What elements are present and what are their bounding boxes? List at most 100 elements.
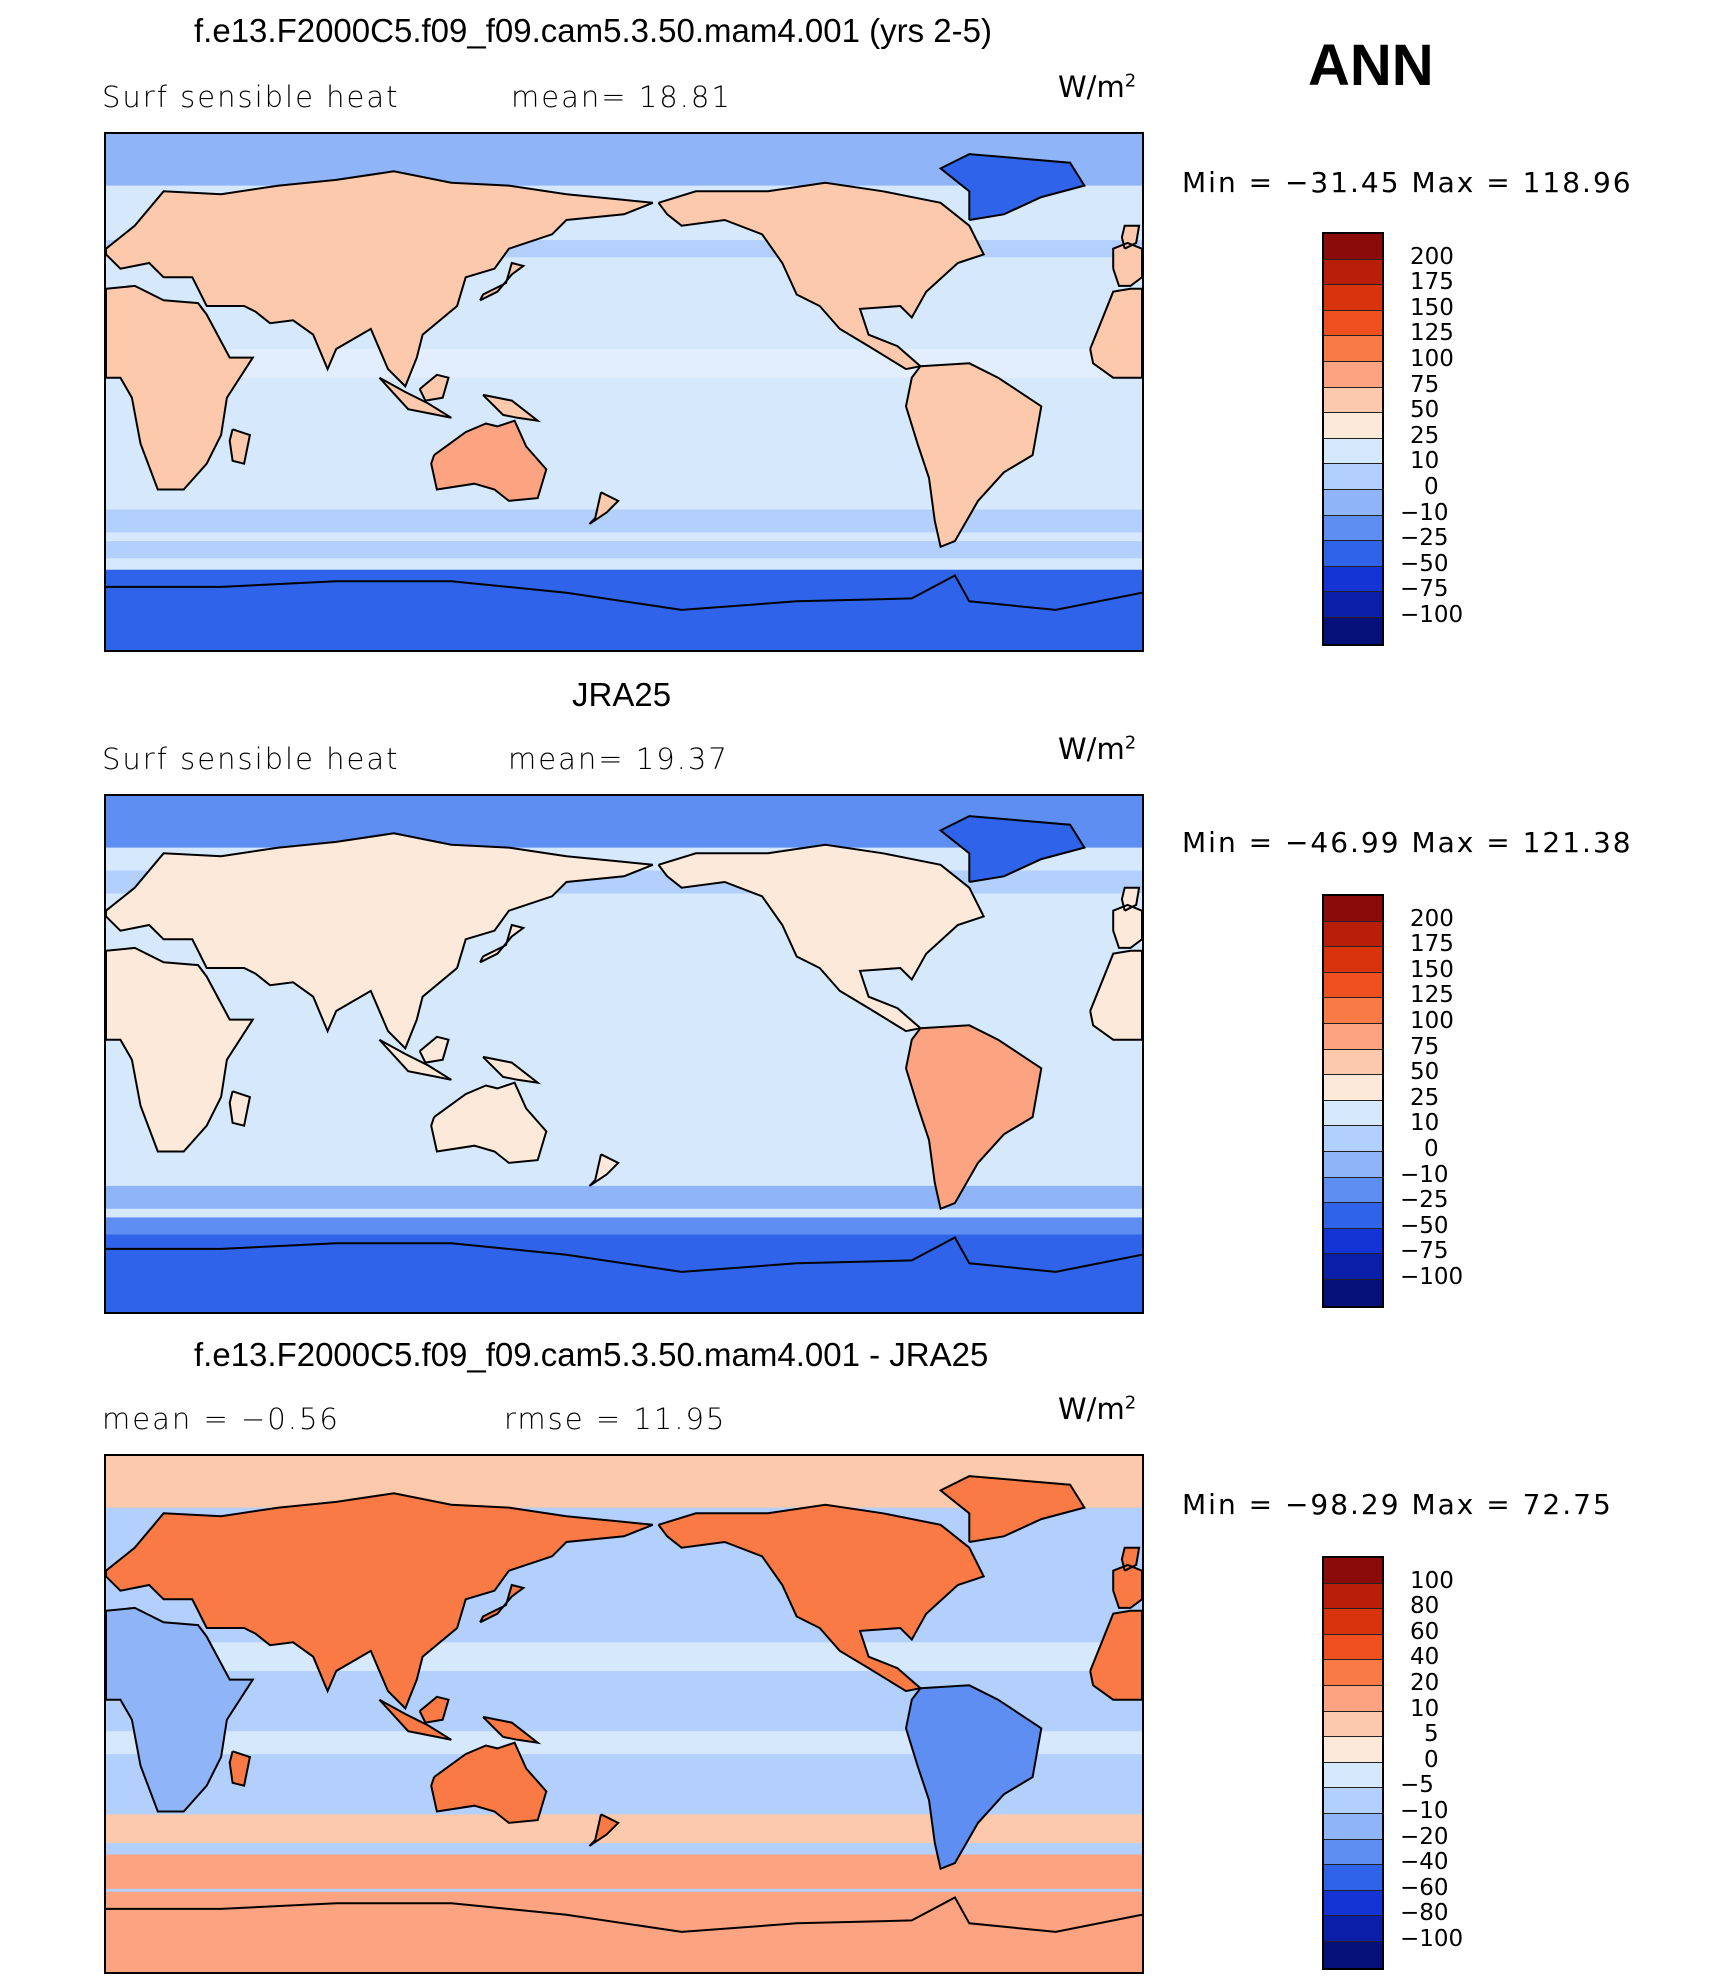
colorbar-swatch: [1324, 1660, 1382, 1686]
land-fill-antarctica: [106, 1897, 1142, 1972]
land-fill-eurasia: [106, 171, 653, 387]
coastline-australia: [430, 1081, 548, 1164]
coastline-madagascar: [228, 1750, 252, 1787]
colorbar-tick-label: 200: [1410, 905, 1454, 932]
land-fill-australia: [431, 1082, 547, 1163]
coastline-borneo: [418, 1035, 450, 1064]
colorbar-tick-label: −60: [1400, 1874, 1449, 1901]
colorbar-tick-label: 150: [1410, 294, 1454, 321]
rmse-label: rmse = 11.95: [504, 1402, 727, 1436]
coastline-png: [482, 393, 542, 423]
coastline-australia: [430, 419, 548, 502]
colorbar-swatch: [1324, 285, 1382, 311]
colorbar-swatch: [1324, 387, 1382, 414]
variable-label: Surf sensible heat: [102, 742, 400, 776]
panel-title: JRA25: [572, 676, 672, 713]
colorbar-swatch: [1324, 336, 1382, 362]
colorbar-tick-label: −75: [1400, 1238, 1449, 1265]
coastline-eurasia: [106, 832, 654, 1051]
colorbar-tick-label: 50: [1410, 397, 1440, 424]
land-fill-greenland: [940, 816, 1085, 882]
colorbar-swatch: [1324, 1685, 1382, 1712]
land-fill-nam: [658, 844, 984, 1032]
colorbar-swatch: [1324, 413, 1382, 439]
land-fill-nam: [658, 182, 984, 370]
land-fill-sam: [906, 1025, 1042, 1209]
land-fill-australia: [431, 420, 547, 501]
colorbar-swatch: [1324, 1254, 1382, 1280]
coastline-australia: [430, 1741, 548, 1824]
colorbar-swatch: [1324, 515, 1382, 542]
coastline-africa_w: [1089, 287, 1142, 379]
coastline-nz: [588, 1153, 620, 1187]
colorbar-swatch: [1324, 617, 1382, 644]
minmax-label: Min = −31.45 Max = 118.96: [1182, 166, 1633, 199]
colorbar-swatch: [1324, 1075, 1382, 1101]
colorbar-tick-label: 25: [1410, 1084, 1440, 1111]
land-fill-sam: [906, 363, 1042, 547]
colorbar-swatch: [1324, 1151, 1382, 1178]
season-label: ANN: [1308, 33, 1434, 98]
colorbar-tick-label: 80: [1410, 1593, 1440, 1620]
colorbar-tick-label: 125: [1410, 982, 1454, 1009]
colorbar-tick-label: 100: [1410, 1008, 1454, 1034]
colorbar-tick-label: 0: [1424, 474, 1439, 500]
colorbar-tick-label: −50: [1400, 550, 1449, 577]
colorbar-tick-label: 40: [1410, 1644, 1440, 1671]
colorbar-swatch: [1324, 1203, 1382, 1229]
mean-label: mean= 18.81: [511, 80, 732, 114]
coastline-nam: [657, 843, 986, 1033]
coastline-greenland: [938, 153, 1086, 221]
map-model: [104, 132, 1144, 652]
map-svg: [106, 1456, 1142, 1972]
colorbar-swatch: [1324, 998, 1382, 1024]
colorbar: [1322, 894, 1384, 1308]
colorbar-tick-label: 175: [1410, 931, 1454, 958]
colorbar-swatch: [1324, 1737, 1382, 1763]
colorbar-tick-label: −100: [1400, 1264, 1464, 1290]
land-fill-png: [483, 394, 538, 421]
land-fill-borneo: [419, 1036, 449, 1063]
colorbar-swatch: [1324, 541, 1382, 567]
colorbar-swatch: [1324, 489, 1382, 516]
panel-title: f.e13.F2000C5.f09_f09.cam5.3.50.mam4.001…: [194, 1336, 989, 1373]
colorbar-swatch: [1324, 1100, 1382, 1127]
colorbar-swatch: [1324, 310, 1382, 337]
colorbar-swatch: [1324, 1177, 1382, 1204]
coastline-indonesia: [378, 1038, 452, 1081]
colorbar-tick-label: −25: [1400, 525, 1449, 552]
colorbar-tick-label: −80: [1400, 1900, 1449, 1927]
map-obs: [104, 794, 1144, 1314]
coastline-sam: [904, 1684, 1043, 1871]
colorbar-tick-label: −75: [1400, 576, 1449, 603]
colorbar-tick-label: −10: [1400, 1798, 1449, 1824]
coastline-borneo: [418, 1695, 450, 1724]
land-fill-greenland: [940, 154, 1085, 220]
colorbar-tick-label: 200: [1410, 243, 1454, 270]
coastline-antarctica: [106, 574, 1142, 611]
coastline-greenland: [938, 1475, 1086, 1543]
minmax-label: Min = −98.29 Max = 72.75: [1182, 1488, 1613, 1521]
land-fill-africa: [106, 285, 253, 490]
colorbar-swatch: [1324, 1228, 1382, 1255]
map-svg: [106, 134, 1142, 650]
land-fill-png: [483, 1056, 538, 1083]
unit-label: W/m2: [1058, 70, 1137, 104]
land-fill-png: [483, 1716, 538, 1743]
coastline-nam: [657, 181, 986, 371]
coastline-nz: [588, 1813, 620, 1847]
colorbar-swatch: [1324, 1865, 1382, 1891]
coastline-sam: [904, 362, 1043, 549]
colorbar-swatch: [1324, 1634, 1382, 1661]
land-fill-antarctica: [106, 575, 1142, 650]
colorbar-swatch: [1324, 947, 1382, 973]
colorbar-tick-label: −20: [1400, 1823, 1449, 1850]
coastline-madagascar: [228, 428, 252, 465]
land-fill-borneo: [419, 1696, 449, 1723]
colorbar-tick-label: 50: [1410, 1059, 1440, 1086]
colorbar-swatch: [1324, 1023, 1382, 1050]
coastline-europe_w: [1112, 241, 1142, 287]
colorbar-tick-label: 75: [1410, 1033, 1440, 1060]
colorbar-swatch: [1324, 592, 1382, 618]
land-fill-europe_w: [1113, 242, 1142, 286]
